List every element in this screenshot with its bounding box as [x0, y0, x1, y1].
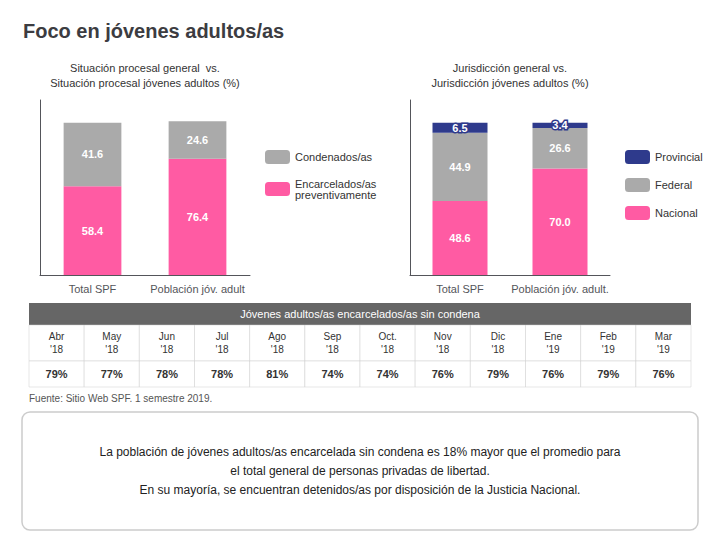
svg-text:En su mayoría, se encuentran d: En su mayoría, se encuentran detenidos/a…: [140, 483, 581, 497]
svg-text:Total SPF: Total SPF: [69, 283, 117, 295]
svg-text:Sep: Sep: [324, 331, 342, 342]
svg-text:'18: '18: [105, 344, 118, 355]
svg-text:Población jóv. adult.: Población jóv. adult.: [511, 283, 609, 295]
svg-text:24.6: 24.6: [187, 134, 208, 146]
svg-text:74%: 74%: [377, 368, 399, 380]
svg-text:44.9: 44.9: [449, 161, 470, 173]
svg-text:Nov: Nov: [434, 331, 452, 342]
svg-text:70.0: 70.0: [549, 216, 570, 228]
svg-text:Feb: Feb: [600, 331, 618, 342]
svg-text:76.4: 76.4: [187, 211, 209, 223]
svg-text:58.4: 58.4: [82, 225, 104, 237]
svg-text:Jurisdicción jóvenes adultos (: Jurisdicción jóvenes adultos (%): [431, 77, 588, 89]
svg-text:76%: 76%: [542, 368, 564, 380]
svg-text:Dic: Dic: [491, 331, 505, 342]
svg-text:La población de jóvenes adulto: La población de jóvenes adultos/as encar…: [99, 445, 620, 459]
svg-text:'18: '18: [160, 344, 173, 355]
svg-text:Total SPF: Total SPF: [436, 283, 484, 295]
svg-text:76%: 76%: [432, 368, 454, 380]
svg-text:3.4: 3.4: [552, 119, 568, 131]
svg-text:74%: 74%: [321, 368, 343, 380]
svg-text:81%: 81%: [266, 368, 288, 380]
svg-text:Jóvenes adultos/as encarcelado: Jóvenes adultos/as encarcelados/as sin c…: [240, 308, 481, 320]
svg-text:Ago: Ago: [268, 331, 286, 342]
svg-text:Nacional: Nacional: [655, 207, 698, 219]
svg-text:76%: 76%: [652, 368, 674, 380]
svg-text:Situación procesal jóvenes adu: Situación procesal jóvenes adultos (%): [50, 77, 240, 89]
svg-text:78%: 78%: [156, 368, 178, 380]
svg-text:Encarcelados/as: Encarcelados/as: [295, 177, 377, 190]
svg-text:Fuente: Sitio Web SPF. 1 semes: Fuente: Sitio Web SPF. 1 semestre 2019.: [29, 393, 212, 404]
svg-text:'18: '18: [50, 344, 63, 355]
svg-text:48.6: 48.6: [449, 232, 470, 244]
svg-text:26.6: 26.6: [549, 142, 570, 154]
svg-text:Situación procesal general vs: Situación procesal general vs.: [70, 62, 220, 74]
svg-text:Jul: Jul: [216, 331, 229, 342]
svg-text:'18: '18: [271, 344, 284, 355]
svg-text:Jurisdicción general vs.: Jurisdicción general vs.: [453, 62, 567, 74]
svg-text:Jun: Jun: [159, 331, 175, 342]
svg-text:'18: '18: [326, 344, 339, 355]
svg-text:'18: '18: [381, 344, 394, 355]
svg-text:'19: '19: [657, 344, 670, 355]
svg-text:Mar: Mar: [655, 331, 673, 342]
svg-text:'18: '18: [216, 344, 229, 355]
svg-text:'19: '19: [602, 344, 615, 355]
svg-text:41.6: 41.6: [82, 148, 103, 160]
svg-text:Provincial: Provincial: [655, 151, 703, 163]
svg-text:'19: '19: [547, 344, 560, 355]
svg-text:May: May: [102, 331, 121, 342]
svg-text:Ene: Ene: [544, 331, 562, 342]
svg-text:Condenados/as: Condenados/as: [295, 151, 373, 163]
svg-text:Oct.: Oct.: [378, 331, 396, 342]
svg-text:77%: 77%: [101, 368, 123, 380]
svg-text:79%: 79%: [46, 368, 68, 380]
svg-text:79%: 79%: [597, 368, 619, 380]
svg-text:'18: '18: [491, 344, 504, 355]
svg-text:preventivamente: preventivamente: [295, 189, 376, 201]
svg-text:78%: 78%: [211, 368, 233, 380]
svg-text:el total general de personas p: el total general de personas privadas de…: [230, 464, 490, 478]
svg-text:Foco en jóvenes adultos/as: Foco en jóvenes adultos/as: [23, 20, 284, 42]
svg-text:'18: '18: [436, 344, 449, 355]
svg-text:Población jóv. adult: Población jóv. adult: [150, 283, 245, 295]
svg-text:79%: 79%: [487, 368, 509, 380]
svg-text:Federal: Federal: [655, 179, 692, 191]
svg-text:Abr: Abr: [49, 331, 65, 342]
svg-text:6.5: 6.5: [452, 122, 467, 134]
